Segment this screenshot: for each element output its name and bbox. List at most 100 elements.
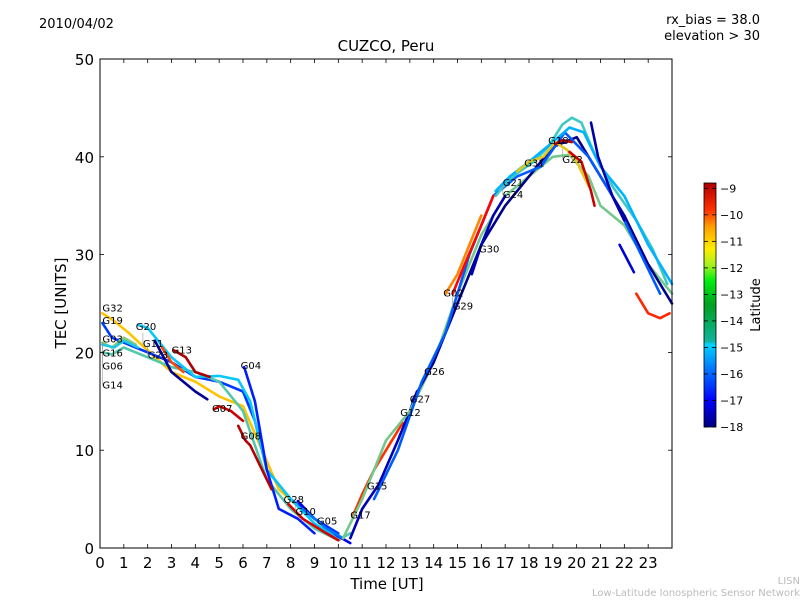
- series-G20: [136, 323, 340, 540]
- axes-layer: 0 1 2 3 4 5 6 7 8 9 10 11 12 13 14 15 16 17 18 19 20 21 22 2301…: [75, 51, 672, 572]
- sat-label-G22: G22: [562, 155, 582, 166]
- series-G01: [618, 243, 636, 274]
- sat-label-G29: G29: [453, 302, 473, 313]
- rx-bias-label: rx_bias = 38.0: [666, 13, 760, 28]
- series-G13: [172, 349, 211, 379]
- sat-label-G12: G12: [400, 408, 420, 419]
- x-tick-label: 11: [353, 554, 372, 572]
- sat-label-G30: G30: [479, 245, 499, 256]
- sat-label-G04: G04: [241, 361, 261, 372]
- colorbar-tick-label: −10: [720, 209, 743, 222]
- sat-label-G16: G16: [102, 349, 122, 360]
- sat-label-G05: G05: [317, 517, 337, 528]
- chart-title: CUZCO, Peru: [337, 37, 435, 55]
- sat-label-G18: G18: [548, 136, 568, 147]
- sat-label-G03: G03: [102, 335, 122, 346]
- x-tick-label: 21: [591, 554, 610, 572]
- series-G25: [589, 121, 626, 222]
- x-tick-label: 4: [191, 554, 201, 572]
- sat-label-G23: G23: [148, 351, 168, 362]
- series-G05: [301, 507, 345, 540]
- x-tick-label: 23: [639, 554, 658, 572]
- sat-label-G32: G32: [102, 303, 122, 314]
- x-tick-label: 18: [519, 554, 538, 572]
- sat-label-G21: G21: [503, 178, 523, 189]
- x-tick-label: 0: [95, 554, 105, 572]
- x-tick-label: 1: [119, 554, 129, 572]
- sat-label-G28: G28: [284, 495, 304, 506]
- colorbar-tick-label: −17: [720, 394, 743, 407]
- x-tick-label: 6: [238, 554, 248, 572]
- sat-label-G24: G24: [503, 190, 523, 201]
- series-G16: [101, 339, 140, 349]
- sat-label-G11: G11: [143, 339, 163, 350]
- x-tick-label: 20: [567, 554, 586, 572]
- series-G14: [101, 346, 352, 542]
- y-tick-label: 20: [75, 344, 94, 362]
- x-tick-label: 13: [400, 554, 419, 572]
- sat-label-G27: G27: [410, 394, 430, 405]
- y-tick-label: 0: [84, 540, 94, 558]
- x-tick-label: 17: [496, 554, 515, 572]
- series-G12: [341, 153, 674, 540]
- credit-long: Low-Latitude Ionospheric Sensor Network: [592, 588, 800, 599]
- x-tick-label: 7: [262, 554, 272, 572]
- colorbar-ticks: −9 −10 −11 −12 −13 −14 −15 −16 −17 −18: [704, 182, 743, 434]
- series-G11: [153, 339, 209, 401]
- x-tick-label: 5: [214, 554, 224, 572]
- y-tick-label: 40: [75, 149, 94, 167]
- x-tick-label: 19: [543, 554, 562, 572]
- colorbar-label: Latitude: [749, 278, 764, 332]
- series-G29: [451, 194, 495, 295]
- colorbar-tick-label: −18: [720, 421, 743, 434]
- date-label: 2010/04/02: [39, 17, 114, 32]
- colorbar-tick-label: −12: [720, 262, 743, 275]
- colorbar-tick-label: −15: [720, 341, 743, 354]
- x-tick-label: 9: [310, 554, 320, 572]
- y-axis-label: TEC [UNITS]: [52, 258, 70, 350]
- sat-label-G13: G13: [172, 345, 192, 356]
- x-tick-label: 16: [472, 554, 491, 572]
- elevation-label: elevation > 30: [664, 29, 760, 44]
- series-G08: [236, 424, 273, 491]
- y-tick-label: 10: [75, 442, 94, 460]
- sat-label-G20: G20: [136, 322, 156, 333]
- series-G27: [410, 135, 674, 403]
- colorbar-tick-label: −16: [720, 368, 743, 381]
- sat-label-G19: G19: [102, 316, 122, 327]
- label-leader-layer: [102, 148, 563, 512]
- series-G02: [444, 214, 483, 295]
- x-tick-label: 12: [376, 554, 395, 572]
- colorbar-tick-label: −9: [720, 182, 736, 195]
- x-tick-label: 2: [143, 554, 153, 572]
- x-axis-label: Time [UT]: [349, 575, 423, 593]
- y-tick-label: 30: [75, 247, 94, 265]
- sat-label-G06: G06: [102, 362, 122, 373]
- series-layer: [101, 116, 674, 545]
- sat-label-G08: G08: [241, 431, 261, 442]
- colorbar-tick-label: −11: [720, 235, 743, 248]
- x-tick-label: 3: [167, 554, 177, 572]
- sat-label-G14: G14: [102, 380, 122, 391]
- x-tick-label: 14: [424, 554, 443, 572]
- sat-label-G10: G10: [295, 507, 315, 518]
- credit-short: LISN: [777, 576, 800, 587]
- sat-label-G07: G07: [212, 404, 232, 415]
- series-G07: [213, 404, 245, 423]
- colorbar: −9 −10 −11 −12 −13 −14 −15 −16 −17 −18 Latitude: [703, 182, 764, 434]
- x-tick-label: 10: [329, 554, 348, 572]
- colorbar-tick-label: −14: [720, 315, 743, 328]
- series-G09: [635, 292, 671, 320]
- series-G30: [470, 194, 507, 276]
- x-tick-label: 8: [286, 554, 296, 572]
- x-tick-label: 22: [615, 554, 634, 572]
- series-G23: [160, 346, 185, 374]
- series-G32: [101, 312, 297, 506]
- colorbar-tick-label: −13: [720, 288, 743, 301]
- sat-label-G15: G15: [367, 481, 387, 492]
- series-G18: [553, 138, 574, 146]
- sat-label-G17: G17: [350, 511, 370, 522]
- series-G22: [568, 150, 596, 207]
